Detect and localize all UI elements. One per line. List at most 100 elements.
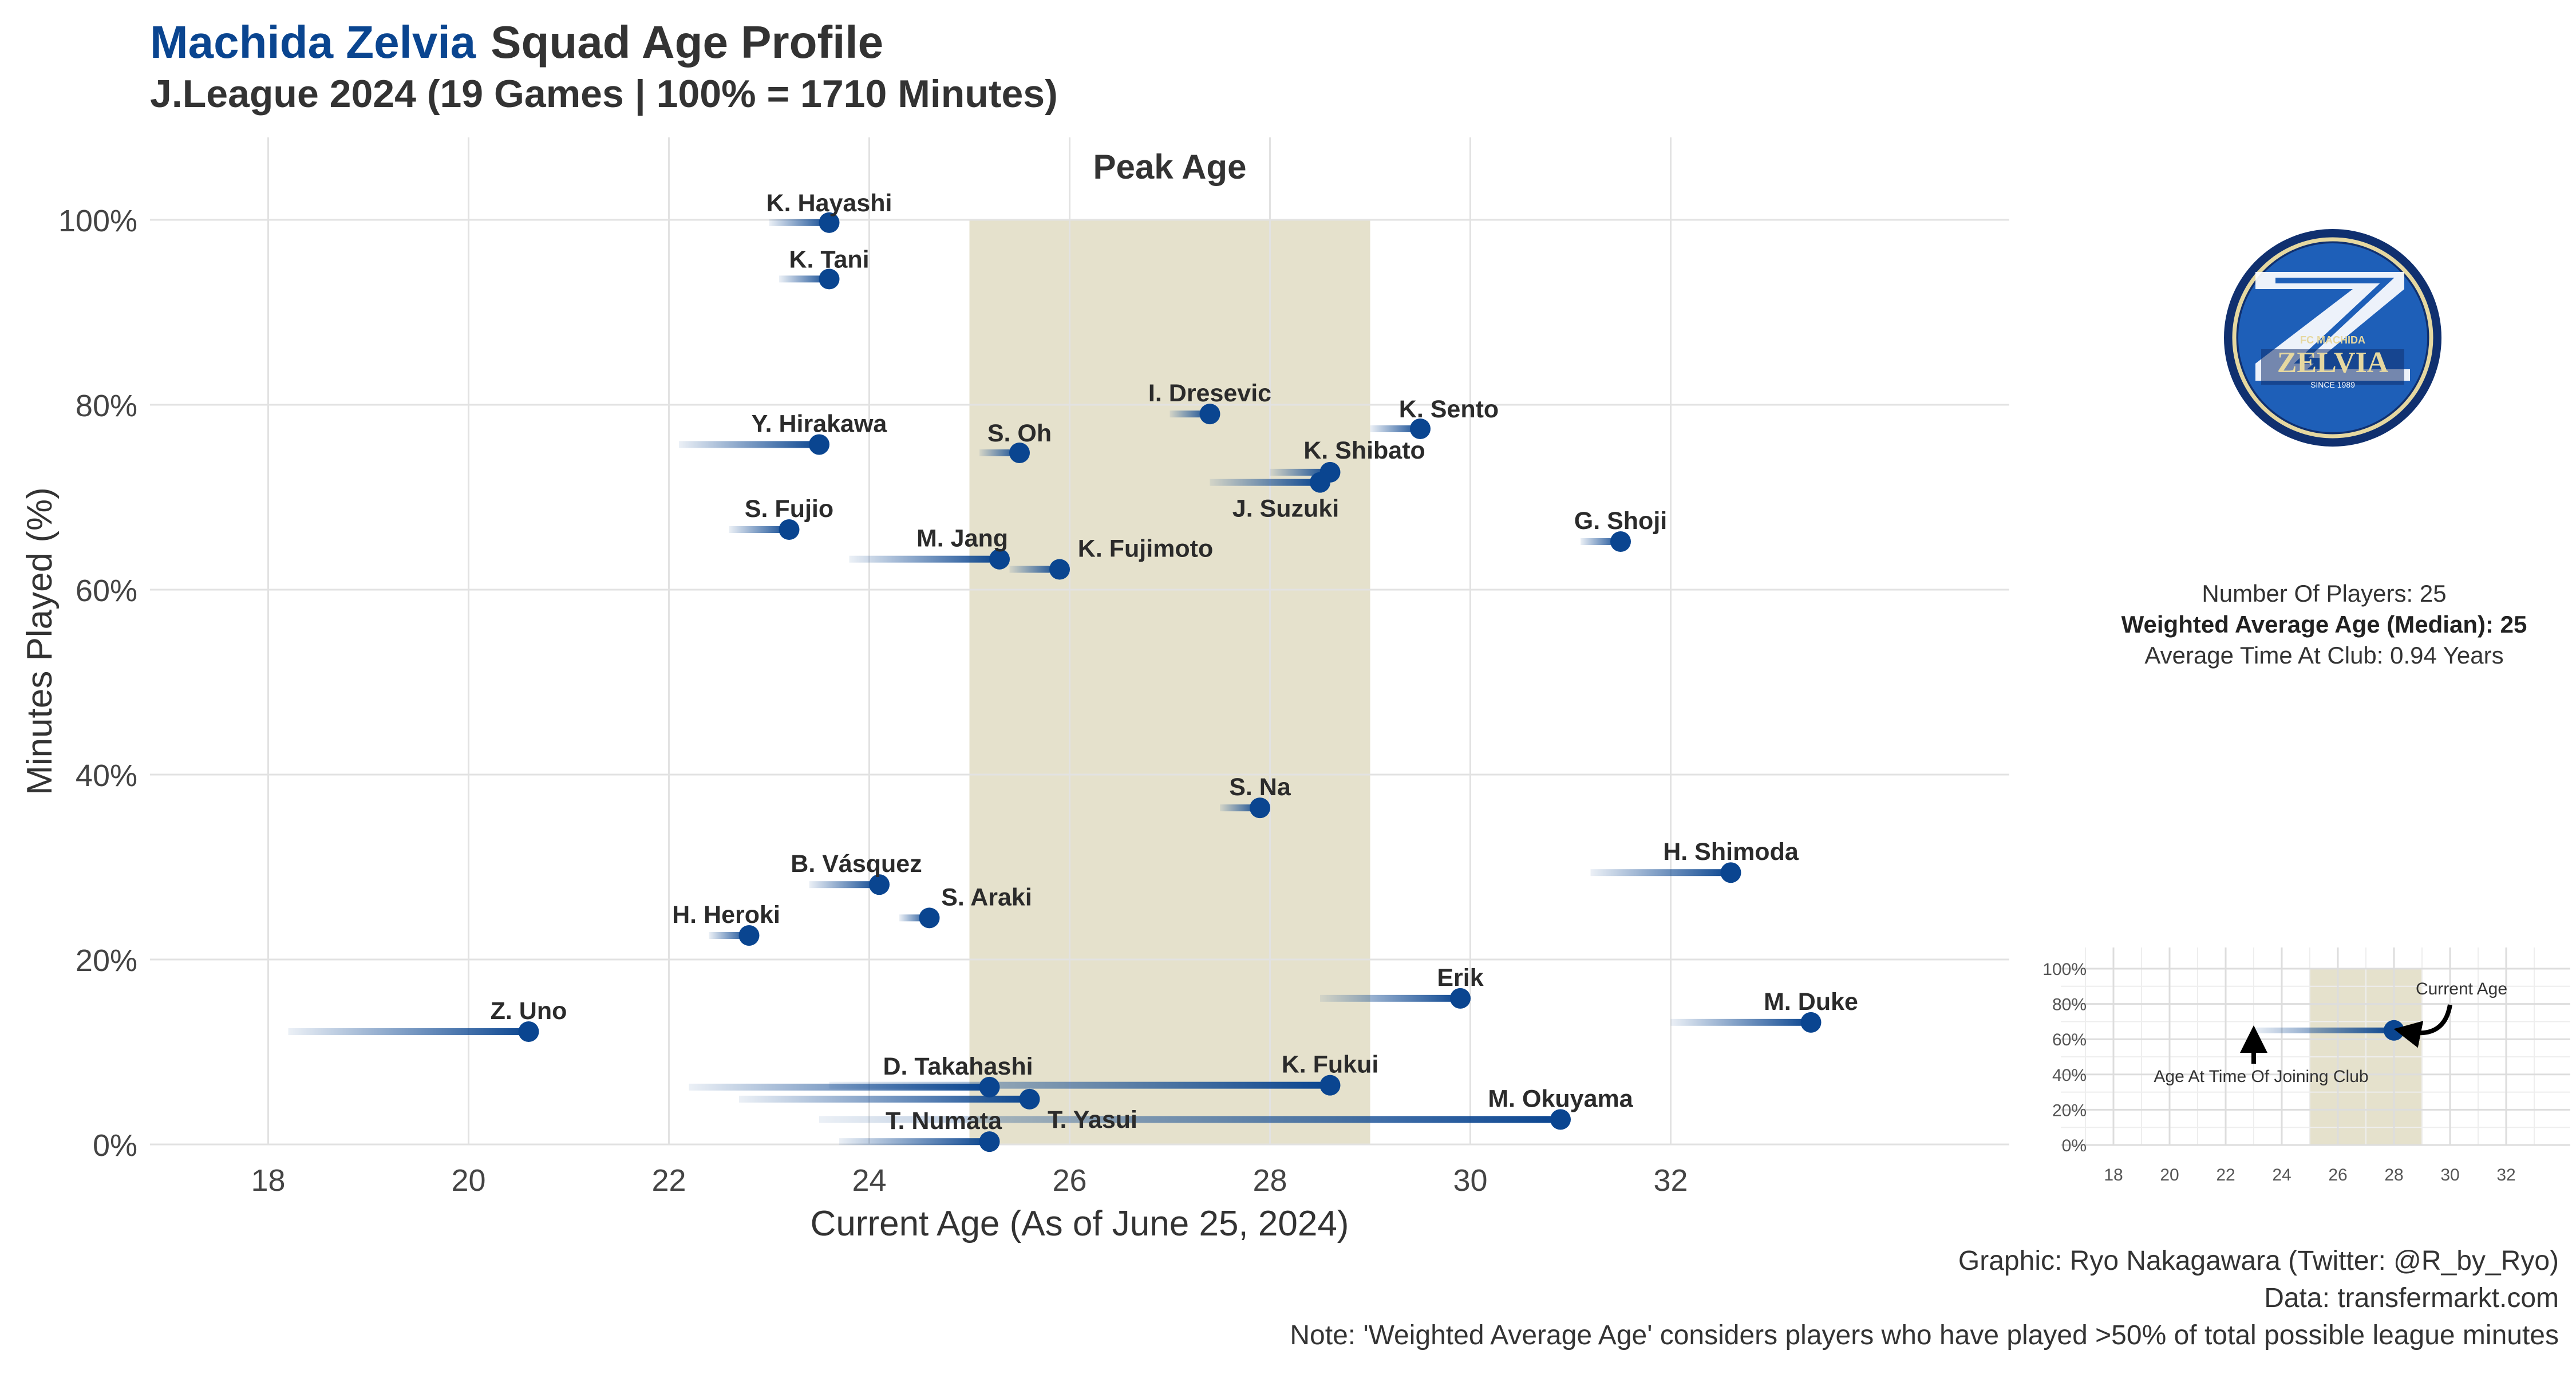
player-label: K. Hayashi [767,189,892,217]
tenure-segment [689,1083,990,1091]
stat-weighted-age: Weighted Average Age (Median): 25 [2121,611,2527,638]
stat-number-of-players: Number Of Players: 25 [2202,580,2447,607]
inset-x-tick-label: 22 [2216,1166,2235,1185]
y-tick-label: 80% [76,389,137,423]
inset-x-tick-label: 20 [2160,1166,2179,1185]
player-point [1199,404,1220,425]
player-point [1450,988,1471,1009]
x-tick-label: 18 [251,1163,285,1198]
player-label: S. Oh [987,420,1052,447]
inset-y-tick-label: 20% [2052,1101,2087,1120]
y-axis-title: Minutes Played (%) [20,487,60,795]
tenure-segment [809,881,879,889]
inset-annotation-joined: Age At Time Of Joining Club [2154,1067,2368,1086]
x-tick-label: 26 [1052,1163,1086,1198]
inset-y-tick-label: 0% [2062,1136,2087,1155]
logo-text-since: SINCE 1989 [2310,380,2355,389]
caption-source: Data: transfermarkt.com [2264,1283,2559,1313]
peak-age-band [969,220,1370,1144]
player-label: T. Yasui [1048,1106,1137,1134]
tenure-segment [288,1028,529,1035]
club-name: Machida Zelvia [150,17,476,68]
x-tick-label: 30 [1453,1163,1487,1198]
inset-x-tick-label: 26 [2328,1166,2347,1185]
player-label: K. Shibato [1303,437,1425,464]
inset-y-tick-label: 100% [2042,960,2087,979]
inset-example-point [2384,1020,2404,1041]
inset-x-tick-label: 18 [2104,1166,2123,1185]
player-label: S. Fujio [745,495,833,523]
player-label: K. Fujimoto [1078,535,1213,562]
player-label: M. Duke [1764,988,1858,1016]
player-label: S. Araki [941,883,1032,911]
player-point [1019,1088,1040,1110]
tenure-segment [1210,479,1320,486]
player-point [1319,1075,1341,1096]
caption-graphic: Graphic: Ryo Nakagawara (Twitter: @R_by_… [1958,1246,2559,1276]
tenure-segment [679,441,819,448]
player-point [869,874,890,895]
player-point [738,925,760,946]
inset-y-tick-label: 80% [2052,996,2087,1014]
player-label: B. Vásquez [791,850,922,878]
x-tick-label: 24 [852,1163,886,1198]
player-point [1310,472,1330,493]
y-tick-label: 40% [76,759,137,793]
player-label: Z. Uno [491,997,567,1025]
inset-annotation-current: Current Age [2416,980,2507,998]
player-label: H. Shimoda [1663,838,1799,866]
tenure-segment [769,219,829,226]
inset-x-tick-label: 32 [2496,1166,2515,1185]
inset-x-tick-label: 28 [2384,1166,2403,1185]
tenure-segment [849,555,999,563]
tenure-segment [729,526,789,534]
x-tick-label: 22 [651,1163,686,1198]
chart-title: Machida Zelvia Squad Age Profile [150,16,883,69]
inset-arrow-current [2393,1004,2452,1048]
logo-text-top: FC MACHIDA [2300,334,2365,346]
player-label: S. Na [1229,773,1291,801]
caption-note: Note: 'Weighted Average Age' considers p… [1290,1320,2559,1351]
squad-stats: Number Of Players: 25 Weighted Average A… [2038,578,2576,671]
title-text: Squad Age Profile [491,17,884,68]
x-tick-label: 32 [1653,1163,1688,1198]
chart-subtitle: J.League 2024 (19 Games | 100% = 1710 Mi… [150,72,1058,116]
stat-time-at-club: Average Time At Club: 0.94 Years [2144,642,2504,669]
inset-x-tick-label: 24 [2272,1166,2291,1185]
peak-age-label: Peak Age [1093,148,1247,186]
player-point [1049,559,1070,580]
player-point [1550,1109,1571,1130]
player-point [518,1021,539,1042]
player-point [979,1076,1000,1097]
player-point [1610,531,1631,552]
player-label: M. Okuyama [1488,1085,1633,1112]
inset-example-segment [2254,1027,2394,1033]
player-label: Y. Hirakawa [752,410,888,437]
player-label: Erik [1437,964,1483,992]
player-point [1720,862,1741,883]
player-point [1009,442,1030,463]
player-point [919,907,940,929]
player-point [809,434,829,455]
player-label: T. Numata [886,1107,1002,1135]
inset-y-tick-label: 40% [2052,1066,2087,1085]
player-point [1410,418,1431,439]
tenure-segment [839,1138,990,1146]
tenure-segment [819,1116,1560,1123]
tenure-segment [1370,425,1420,432]
player-label: K. Tani [789,246,869,273]
player-point [819,212,840,233]
player-label: G. Shoji [1574,507,1667,535]
player-label: K. Sento [1399,396,1499,423]
player-point [1800,1012,1822,1033]
player-label: I. Dresevic [1148,380,1271,407]
logo-text-name: ZELVIA [2277,346,2389,379]
player-label: K. Fukui [1282,1051,1379,1079]
player-label: D. Takahashi [883,1053,1033,1080]
player-label: J. Suzuki [1232,495,1339,523]
player-point [819,269,840,290]
y-tick-label: 20% [76,943,137,978]
tenure-segment [1670,1018,1811,1026]
